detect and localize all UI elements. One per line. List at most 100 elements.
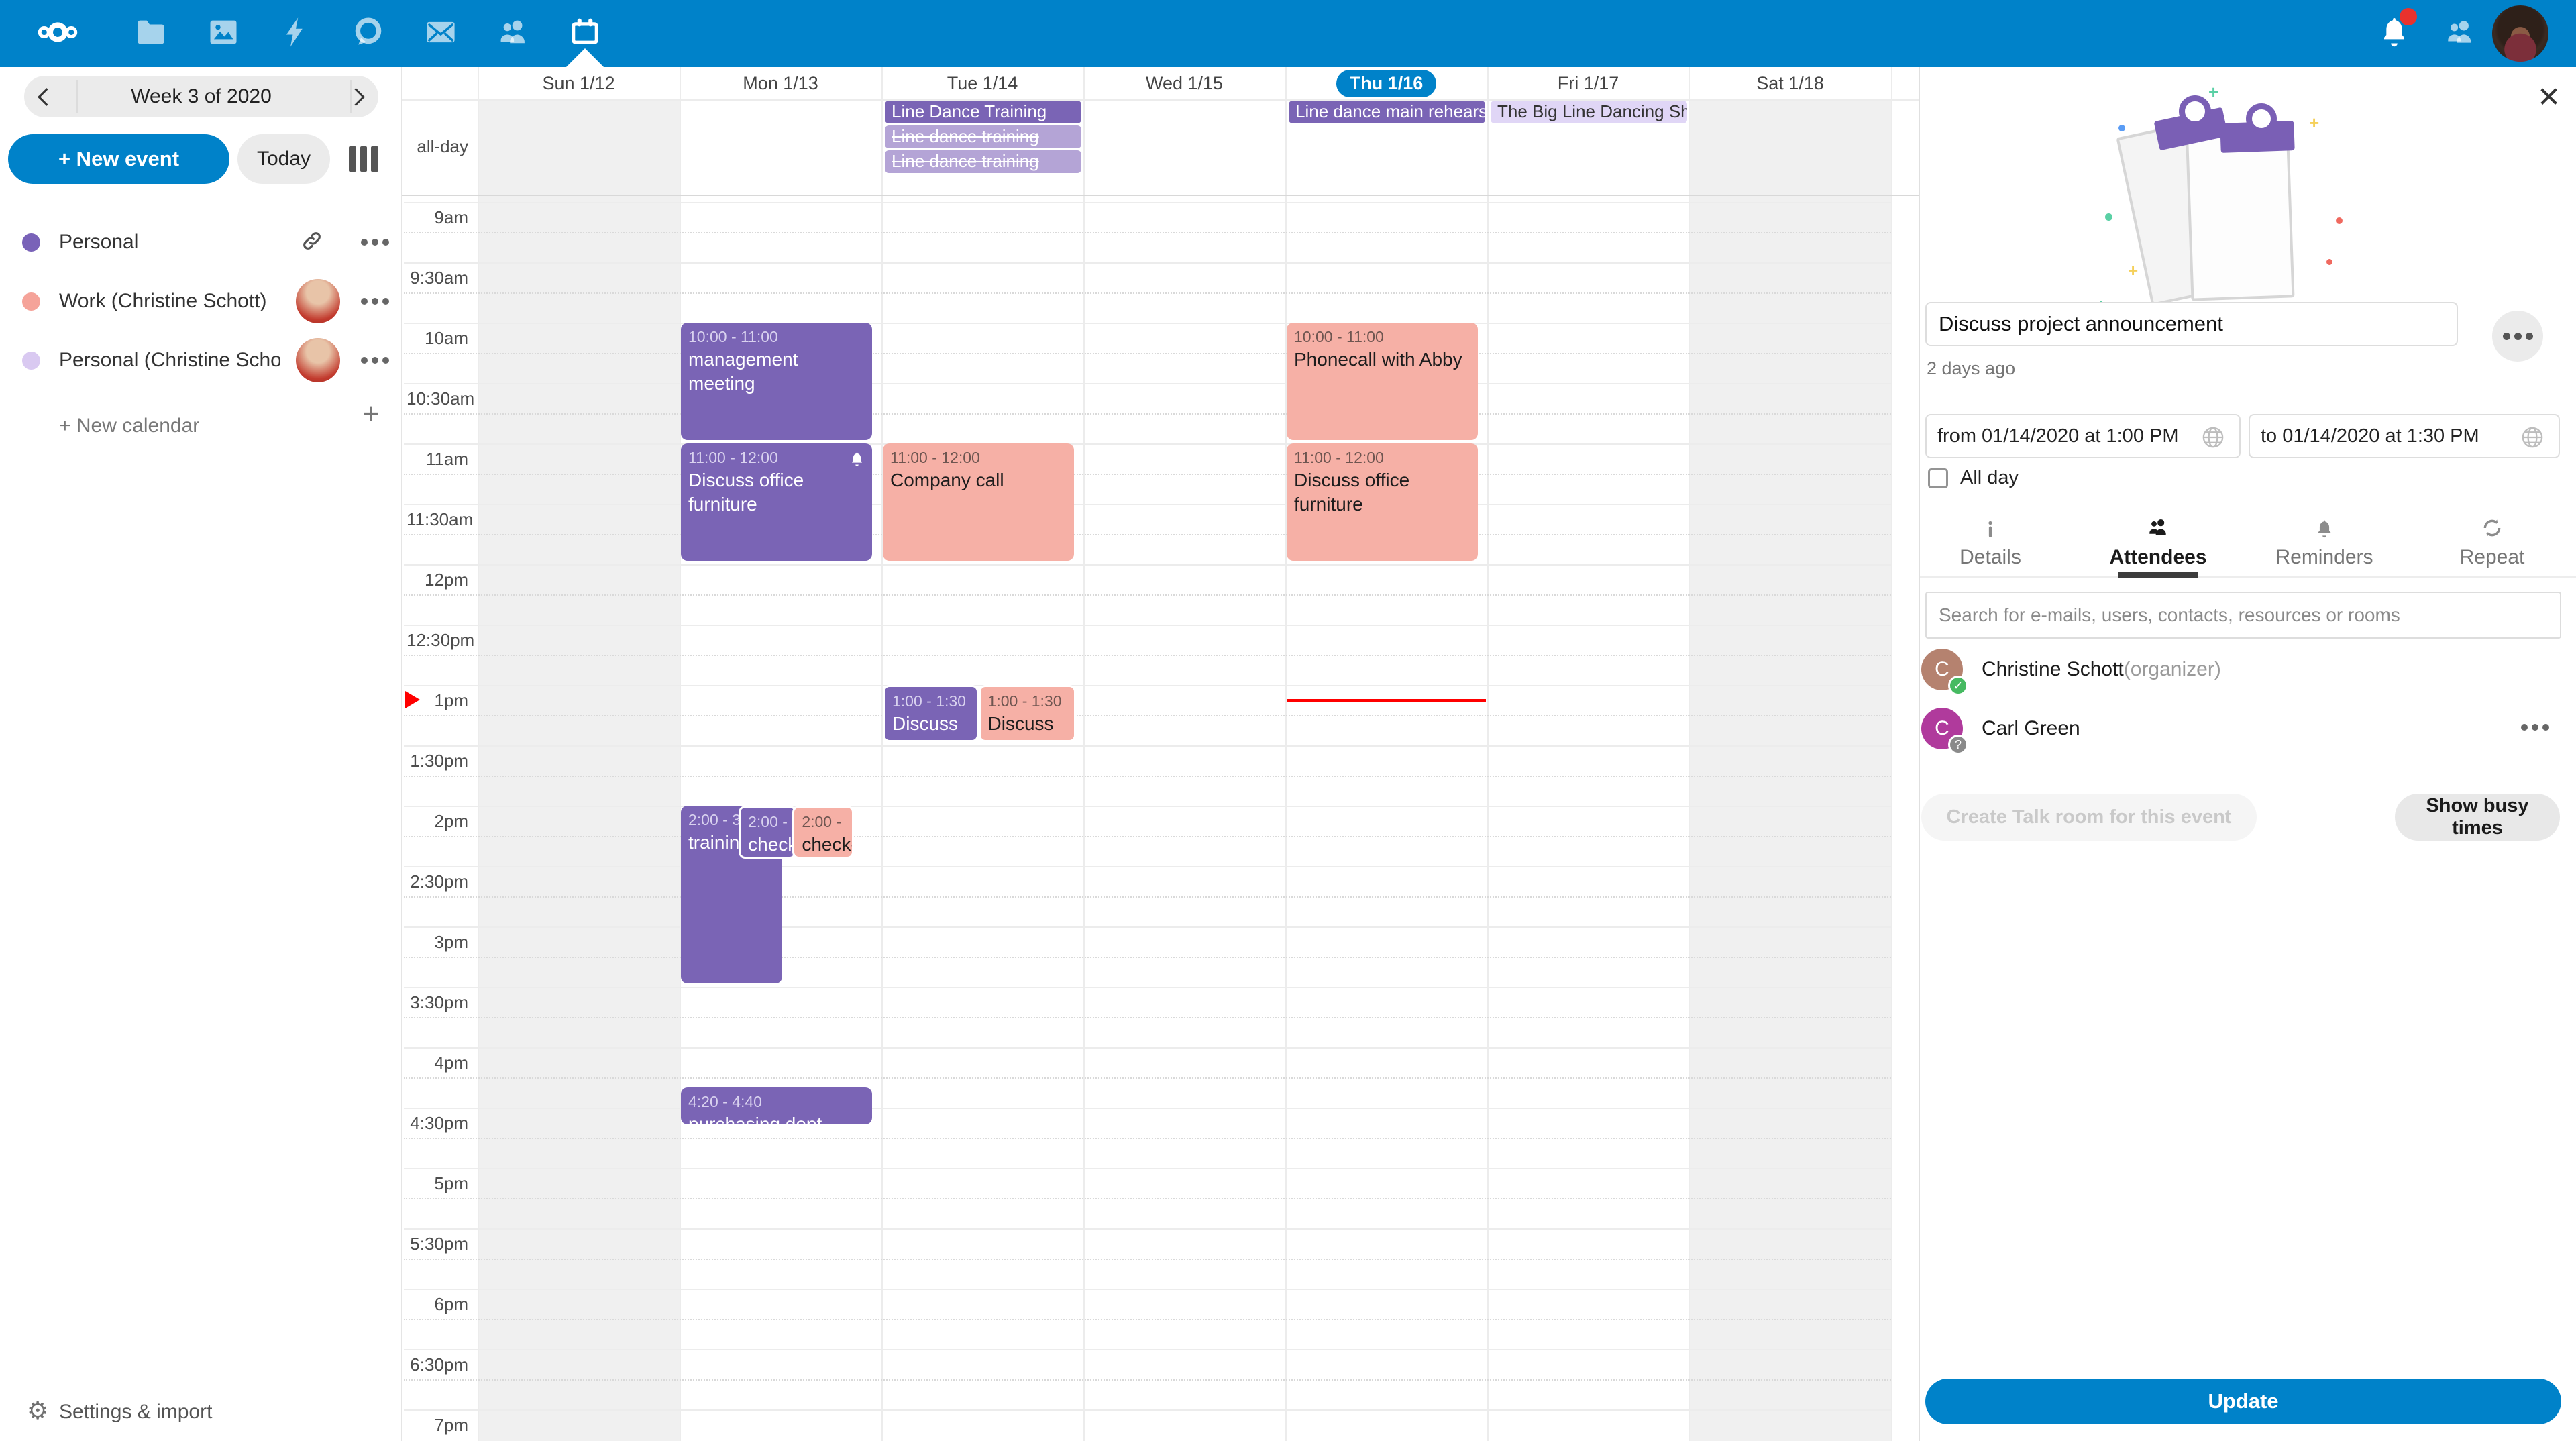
all-day-event[interactable]: Line dance training: [885, 150, 1081, 173]
app-activity-icon[interactable]: [262, 0, 329, 67]
timezone-globe-icon[interactable]: [2202, 426, 2224, 452]
notifications-bell-icon[interactable]: [2361, 0, 2428, 67]
close-icon[interactable]: ✕: [2537, 81, 2561, 113]
all-day-event[interactable]: The Big Line Dancing Show: [1491, 101, 1687, 123]
view-toggle-columns-icon[interactable]: [349, 146, 379, 172]
bell-icon: [2254, 510, 2395, 539]
clipboard-ring: [2246, 103, 2277, 134]
quarter-gridline: [404, 1259, 1891, 1260]
day-header[interactable]: Sun 1/12: [542, 72, 615, 93]
quarter-gridline: [404, 1198, 1891, 1199]
hour-gridline: [404, 987, 1891, 988]
show-busy-times-button[interactable]: Show busy times: [2395, 794, 2560, 841]
tab-details[interactable]: Details: [1920, 510, 2061, 577]
day-header[interactable]: Sat 1/18: [1756, 72, 1824, 93]
app-nextcloud-logo[interactable]: [24, 0, 91, 67]
today-button[interactable]: Today: [237, 134, 330, 184]
attendee-actions-menu-icon[interactable]: [2521, 724, 2549, 731]
week-label[interactable]: Week 3 of 2020: [131, 85, 272, 107]
new-event-button[interactable]: + New event: [8, 134, 229, 184]
tab-attendees[interactable]: Attendees: [2088, 510, 2229, 577]
tab-repeat[interactable]: Repeat: [2422, 510, 2563, 577]
all-day-event[interactable]: Line dance training: [885, 125, 1081, 148]
all-day-event[interactable]: Line Dance Training: [885, 101, 1081, 123]
quarter-gridline: [404, 1138, 1891, 1139]
sparkle: +: [2128, 260, 2139, 280]
from-datetime-input[interactable]: [1925, 414, 2241, 458]
time-axis-label: 4:30pm: [410, 1113, 468, 1133]
app-files-icon[interactable]: [117, 0, 184, 67]
calendar-name: Personal (Christine Scho...: [59, 349, 280, 371]
time-axis-label: 3:30pm: [410, 992, 468, 1012]
hour-gridline: [404, 262, 1891, 264]
settings-and-import[interactable]: ⚙ Settings & import: [0, 1397, 402, 1430]
time-axis-label: 10:30am: [407, 388, 475, 409]
calendar-event[interactable]: 1:00 - 1:30 Discuss project announcement: [883, 685, 979, 742]
app-mail-icon[interactable]: [407, 0, 474, 67]
calendar-list-item[interactable]: Work (Christine Schott): [0, 278, 402, 325]
app-contacts-icon[interactable]: [480, 0, 547, 67]
all-day-checkbox[interactable]: [1928, 468, 1948, 488]
divider: [402, 99, 1919, 101]
column-border: [1689, 67, 1690, 1441]
event-title-input[interactable]: [1925, 302, 2458, 346]
day-header[interactable]: Tue 1/14: [947, 72, 1018, 93]
day-header[interactable]: Wed 1/15: [1145, 72, 1224, 93]
calendar-actions-menu-icon[interactable]: [361, 298, 389, 305]
app-calendar-icon[interactable]: [551, 0, 619, 67]
confetti-dot: [2326, 259, 2332, 265]
calendar-actions-menu-icon[interactable]: [361, 357, 389, 364]
calendar-event[interactable]: 11:00 - 12:00 Discuss office furniture: [681, 443, 873, 561]
calendar-event[interactable]: 4:20 - 4:40 purchasing dept: [681, 1087, 873, 1124]
tab-reminders[interactable]: Reminders: [2254, 510, 2395, 577]
app-talk-icon[interactable]: [335, 0, 402, 67]
attendee-search-input[interactable]: [1925, 592, 2561, 639]
time-axis-label: 1pm: [434, 690, 468, 710]
column-border: [680, 67, 681, 1441]
to-datetime-input[interactable]: [2249, 414, 2560, 458]
sparkle: +: [2208, 82, 2219, 102]
calendar-event[interactable]: 1:00 - 1:30 Discuss project: [978, 685, 1077, 742]
event-time: 2:00 - 2:20: [748, 813, 788, 831]
calendar-list-item[interactable]: Personal: [0, 219, 402, 266]
tab-label: Details: [1960, 546, 2021, 568]
quarter-gridline: [404, 836, 1891, 837]
calendar-event[interactable]: 10:00 - 11:00 management meeting: [681, 323, 873, 440]
quarter-gridline: [404, 715, 1891, 716]
hour-gridline: [404, 443, 1891, 445]
event-actions-menu-icon[interactable]: [2492, 311, 2543, 362]
timezone-globe-icon[interactable]: [2521, 426, 2544, 452]
share-link-icon[interactable]: [301, 229, 323, 256]
event-editor-panel: ✕ + + + + 2 days ago: [1919, 67, 2576, 1441]
plus-icon[interactable]: +: [362, 397, 380, 430]
calendar-event[interactable]: 2:00 - 2:20 check-in: [792, 806, 855, 859]
attendee-avatar: C: [1921, 708, 1963, 749]
quarter-gridline: [404, 292, 1891, 294]
calendar-event[interactable]: 11:00 - 12:00 Discuss office furniture: [1287, 443, 1479, 561]
event-title: Discuss project announcement: [892, 713, 959, 740]
update-button[interactable]: Update: [1925, 1379, 2561, 1424]
calendar-actions-menu-icon[interactable]: [361, 239, 389, 246]
chevron-right-icon: [347, 88, 365, 106]
event-title: Company call: [890, 470, 1004, 490]
day-header[interactable]: Thu 1/16: [1285, 69, 1487, 97]
create-talk-room-button[interactable]: Create Talk room for this event: [1921, 794, 2257, 841]
user-avatar[interactable]: [2492, 5, 2548, 62]
time-axis-label: 12:30pm: [407, 630, 475, 650]
day-header[interactable]: Fri 1/17: [1557, 72, 1619, 93]
new-calendar-label: + New calendar: [59, 415, 200, 437]
next-week-button[interactable]: [347, 88, 365, 107]
all-day-event[interactable]: Line dance main rehearsal: [1289, 101, 1485, 123]
current-time-line: [1287, 699, 1486, 702]
contacts-menu-icon[interactable]: [2426, 0, 2493, 67]
calendar-name: Personal: [59, 231, 139, 253]
calendar-list-item[interactable]: Personal (Christine Scho...: [0, 337, 402, 384]
day-header[interactable]: Mon 1/13: [743, 72, 818, 93]
calendar-event[interactable]: 10:00 - 11:00 Phonecall with Abby: [1287, 323, 1479, 440]
app-photos-icon[interactable]: [190, 0, 257, 67]
hour-gridline: [404, 1289, 1891, 1290]
new-calendar-item[interactable]: + New calendar +: [0, 397, 402, 449]
calendar-event[interactable]: 11:00 - 12:00 Company call: [883, 443, 1075, 561]
calendar-event[interactable]: 2:00 - 2:20 check-in: [739, 806, 797, 859]
current-time-arrow-icon: [405, 691, 420, 708]
